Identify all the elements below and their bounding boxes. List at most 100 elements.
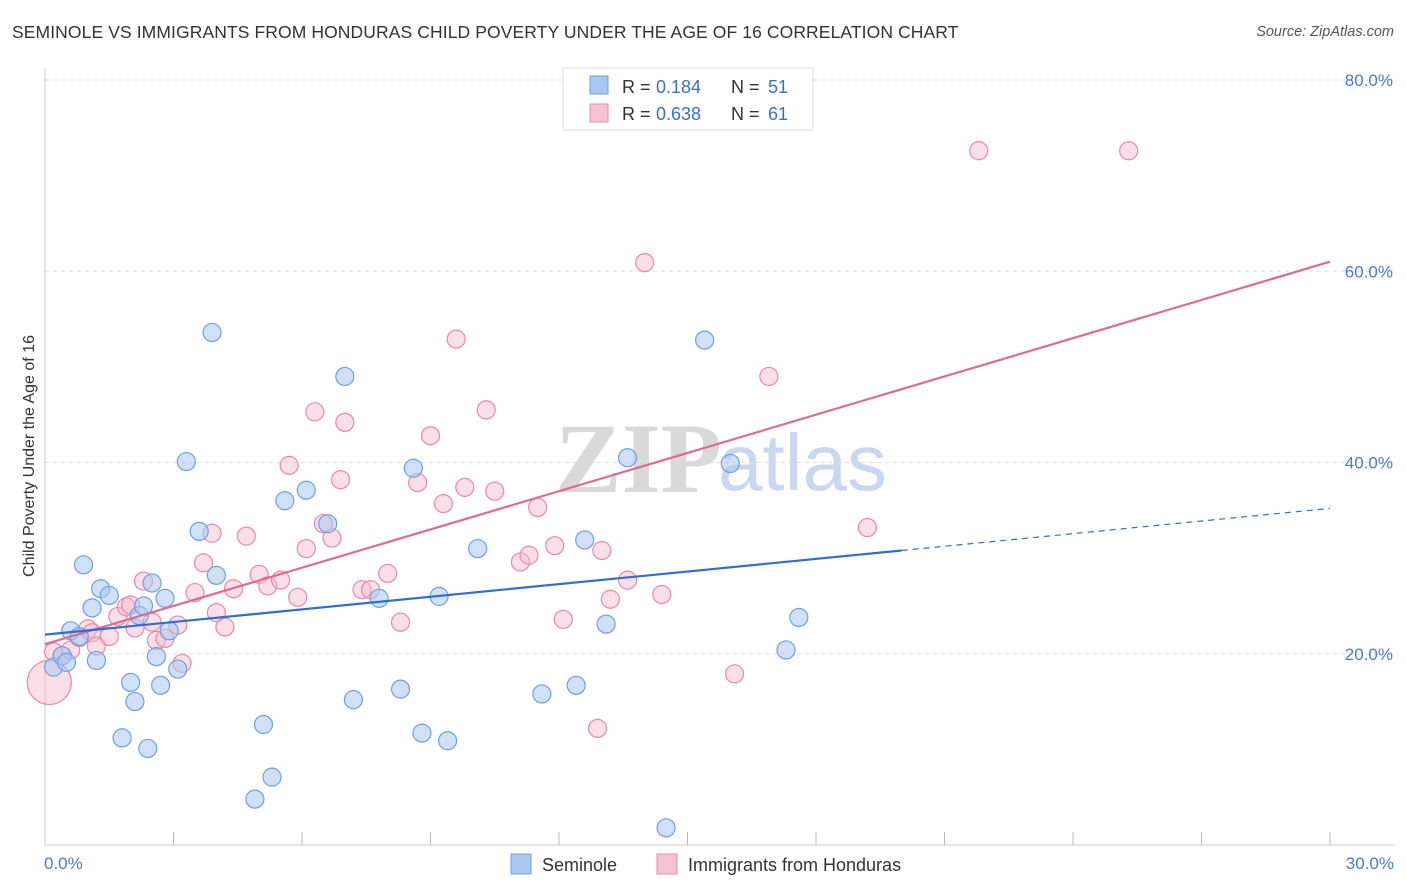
- honduras-point: [476, 400, 496, 420]
- top-legend: R = 0.184 N = 51 R = 0.638 N = 61: [562, 67, 814, 131]
- honduras-point: [390, 612, 411, 632]
- seminole-point: [343, 690, 363, 710]
- trend-lines: [44, 260, 1331, 646]
- legend-r-value-seminole: 0.184: [656, 77, 701, 97]
- honduras-point: [545, 536, 565, 556]
- seminole-point: [112, 728, 132, 748]
- honduras-point: [527, 497, 548, 518]
- seminole-point: [168, 659, 188, 679]
- seminole-trend-extension: [901, 507, 1331, 552]
- seminole-point: [566, 675, 586, 695]
- honduras-point: [185, 582, 205, 603]
- seminole-point: [412, 723, 432, 743]
- honduras-point: [617, 570, 638, 590]
- legend-r-label-seminole: R =: [622, 77, 651, 97]
- seminole-point: [532, 684, 552, 704]
- seminole-point: [596, 614, 616, 634]
- seminole-point: [468, 538, 488, 559]
- honduras-point: [1119, 141, 1139, 161]
- y-axis-title: Child Poverty Under the Age of 16: [21, 335, 38, 577]
- seminole-point: [245, 789, 265, 809]
- seminole-point: [656, 818, 676, 838]
- honduras-point: [587, 718, 608, 738]
- seminole-point: [275, 491, 295, 511]
- honduras-point: [455, 477, 475, 497]
- seminole-point: [138, 738, 158, 759]
- seminole-point: [159, 621, 179, 641]
- seminole-point: [253, 714, 274, 735]
- honduras-point: [433, 494, 453, 514]
- seminole-point: [695, 330, 715, 350]
- honduras-point: [725, 664, 745, 684]
- honduras-point: [330, 470, 351, 490]
- seminole-point: [318, 514, 338, 534]
- x-tick-marks: [173, 832, 1331, 845]
- honduras-point: [193, 553, 214, 573]
- honduras-point: [635, 253, 655, 273]
- legend-n-value-seminole: 51: [768, 77, 788, 97]
- honduras-point: [857, 517, 878, 538]
- seminole-point: [335, 366, 355, 387]
- seminole-point: [142, 573, 162, 593]
- honduras-point: [296, 538, 316, 559]
- seminole-point: [390, 679, 411, 699]
- seminole-point: [206, 565, 226, 585]
- honduras-point: [236, 526, 256, 546]
- seminole-point: [82, 598, 102, 618]
- seminole-point: [73, 555, 94, 575]
- y-tick-labels: 20.0% 40.0% 60.0% 80.0%: [1345, 71, 1393, 664]
- honduras-point: [652, 584, 672, 605]
- legend-n-value-honduras: 61: [768, 104, 788, 124]
- bottom-legend-swatch-honduras: [656, 853, 678, 875]
- seminole-point: [296, 480, 316, 500]
- bottom-legend-label-seminole: Seminole: [542, 855, 617, 875]
- y-tick-label: 20.0%: [1345, 645, 1393, 664]
- honduras-trend-line: [44, 260, 1331, 646]
- x-tick-label-min: 0.0%: [44, 854, 83, 873]
- honduras-point: [279, 455, 299, 475]
- seminole-point: [369, 588, 389, 608]
- seminole-point: [86, 650, 107, 671]
- legend-r-value-honduras: 0.638: [656, 104, 701, 124]
- honduras-point: [553, 609, 573, 629]
- honduras-point: [215, 617, 235, 637]
- seminole-point: [617, 448, 638, 468]
- y-tick-label: 40.0%: [1345, 454, 1393, 473]
- legend-n-label-honduras: N =: [731, 104, 760, 124]
- legend-swatch-seminole: [589, 75, 609, 95]
- seminole-point: [99, 585, 119, 606]
- honduras-point: [592, 540, 612, 561]
- legend-r-label-honduras: R =: [622, 104, 651, 124]
- seminole-point: [125, 691, 145, 712]
- seminole-point: [189, 521, 209, 541]
- seminole-point: [438, 731, 458, 751]
- seminole-point: [720, 453, 740, 474]
- honduras-point: [335, 412, 355, 432]
- seminole-point: [56, 652, 77, 672]
- chart-title: SEMINOLE VS IMMIGRANTS FROM HONDURAS CHI…: [12, 22, 959, 42]
- honduras-point: [485, 481, 505, 501]
- seminole-point: [403, 458, 423, 478]
- seminole-trend-line: [44, 549, 902, 636]
- honduras-point: [600, 589, 621, 609]
- bottom-legend-label-honduras: Immigrants from Honduras: [688, 855, 901, 875]
- seminole-points: [43, 322, 809, 838]
- source-credit: Source: ZipAtlas.com: [1256, 24, 1394, 40]
- legend-n-label-seminole: N =: [731, 77, 760, 97]
- honduras-point: [446, 329, 466, 349]
- honduras-point: [305, 402, 325, 422]
- seminole-point: [202, 322, 222, 343]
- seminole-point: [155, 588, 175, 608]
- honduras-point: [288, 587, 308, 607]
- seminole-point: [262, 767, 282, 787]
- seminole-point: [146, 647, 166, 667]
- seminole-point: [776, 640, 796, 660]
- bottom-legend-swatch-seminole: [510, 853, 532, 875]
- seminole-point: [121, 672, 141, 693]
- watermark-zip: ZIP: [555, 403, 722, 514]
- honduras-point: [420, 426, 441, 446]
- honduras-point: [519, 545, 539, 565]
- y-tick-label: 80.0%: [1345, 71, 1393, 90]
- honduras-point: [378, 563, 398, 584]
